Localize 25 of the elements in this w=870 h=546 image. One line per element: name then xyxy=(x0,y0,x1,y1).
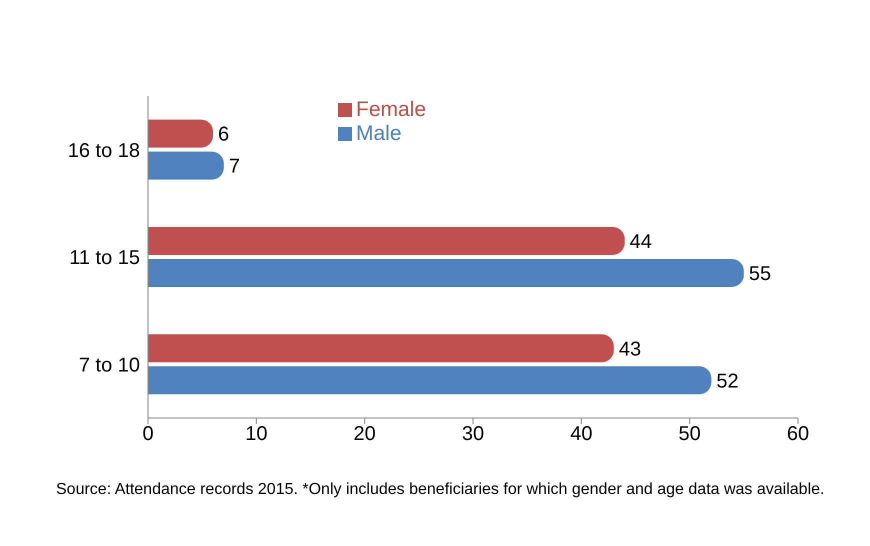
x-tick-label: 10 xyxy=(245,423,268,446)
y-tick-label: 7 to 10 xyxy=(78,354,140,376)
data-label: 52 xyxy=(716,370,739,392)
bar xyxy=(148,258,744,287)
bar xyxy=(148,120,213,148)
legend-label: Female xyxy=(356,98,426,121)
y-tick-label: 11 to 15 xyxy=(69,247,140,270)
bar xyxy=(148,334,614,362)
x-tick-label: 20 xyxy=(354,423,376,446)
x-tick-label: 60 xyxy=(786,423,810,446)
x-tick-label: 30 xyxy=(462,423,484,446)
bar xyxy=(148,366,712,394)
legend-label: Male xyxy=(356,122,402,145)
y-tick-label: 16 to 18 xyxy=(68,140,140,162)
data-label: 6 xyxy=(218,124,230,146)
x-tick-label: 40 xyxy=(570,423,592,446)
x-tick-label: 50 xyxy=(678,423,701,446)
bar xyxy=(148,226,625,255)
source-note: Source: Attendance records 2015. *Only includes beneficiaries for which gender and age data was available. xyxy=(56,480,826,500)
data-label: 7 xyxy=(228,156,240,178)
x-tick-label: 0 xyxy=(142,423,154,446)
bar xyxy=(148,152,224,180)
data-label: 55 xyxy=(748,263,772,286)
data-label: 44 xyxy=(630,231,652,254)
data-label: 43 xyxy=(618,338,642,360)
